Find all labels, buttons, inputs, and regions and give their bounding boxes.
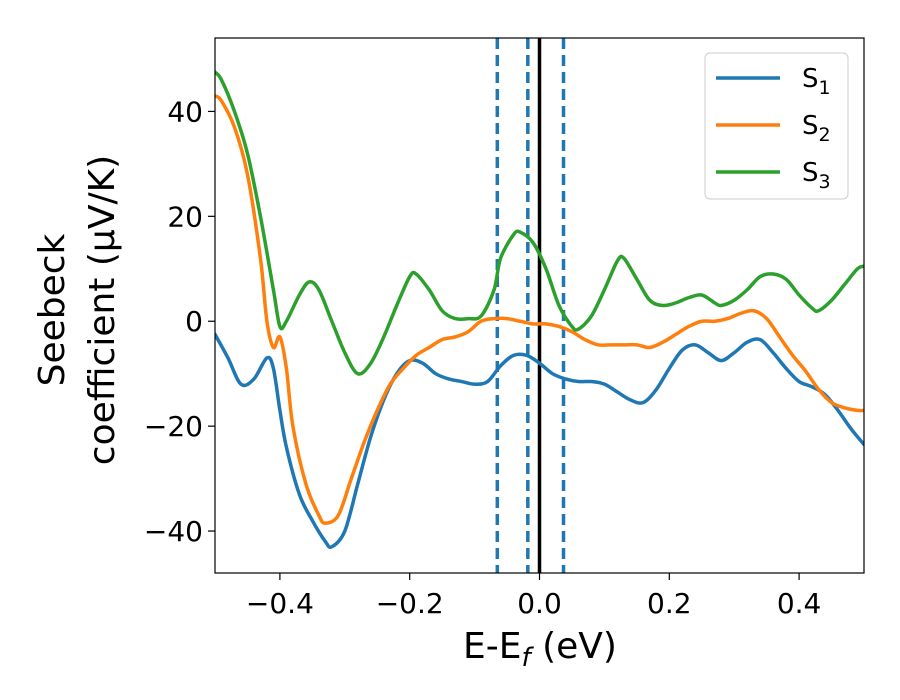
legend-label-subscript: 2 bbox=[819, 124, 831, 146]
y-tick-label: −40 bbox=[144, 515, 203, 548]
vertical-lines bbox=[495, 38, 566, 573]
y-tick-label: 0 bbox=[185, 305, 203, 338]
legend-label-subscript: 1 bbox=[819, 77, 831, 99]
x-tick-label: 0.4 bbox=[777, 587, 822, 620]
y-tick-label: 40 bbox=[167, 95, 203, 128]
y-axis-label-line2: coefficient (μV/K) bbox=[82, 155, 123, 465]
y-tick-label: 20 bbox=[167, 200, 203, 233]
x-axis-ticks: −0.4 −0.2 0.0 0.2 0.4 bbox=[246, 573, 821, 620]
y-axis-ticks: −40 −20 0 20 40 bbox=[144, 95, 215, 548]
x-tick-label: −0.2 bbox=[376, 587, 444, 620]
x-tick-label: 0.0 bbox=[517, 587, 562, 620]
x-tick-label: 0.2 bbox=[647, 587, 692, 620]
series-line-s2 bbox=[215, 93, 864, 525]
series-line-s1 bbox=[215, 332, 864, 550]
x-axis-label: E-Ef (eV) bbox=[463, 626, 617, 673]
series-lines bbox=[215, 70, 864, 550]
series-line-s3 bbox=[215, 70, 864, 376]
y-axis-label-line1: Seebeck bbox=[32, 233, 73, 386]
y-tick-label: −20 bbox=[144, 410, 203, 443]
x-axis-label-rest: (eV) bbox=[531, 626, 617, 667]
y-axis-label: Seebeck coefficient (μV/K) bbox=[32, 155, 123, 465]
x-tick-label: −0.4 bbox=[246, 587, 314, 620]
legend-label-subscript: 3 bbox=[819, 171, 831, 193]
